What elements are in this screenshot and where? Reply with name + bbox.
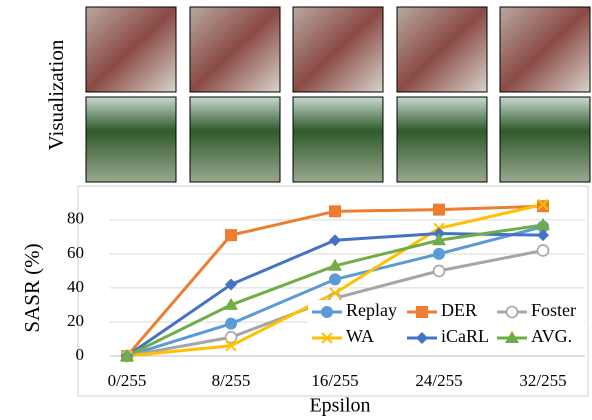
- image: [86, 7, 176, 92]
- side-label: Visualization: [44, 39, 68, 150]
- y-tick-label: 60: [67, 243, 84, 262]
- x-tick-label: 24/255: [415, 371, 462, 390]
- marker: [416, 306, 428, 318]
- marker: [537, 229, 549, 241]
- y-tick-label: 0: [76, 345, 85, 364]
- marker: [225, 229, 237, 241]
- image: [397, 7, 487, 92]
- x-axis-label: Epsilon: [309, 395, 370, 417]
- legend-label: DER: [441, 300, 477, 320]
- x-tick-label: 8/255: [212, 371, 251, 390]
- marker: [225, 318, 237, 330]
- marker: [329, 205, 341, 217]
- marker: [433, 204, 445, 216]
- image: [293, 97, 383, 182]
- x-tick-label: 0/255: [108, 371, 147, 390]
- marker: [537, 200, 549, 212]
- legend-label: WA: [346, 326, 374, 346]
- legend-label: Foster: [531, 300, 576, 320]
- y-tick-label: 80: [67, 209, 84, 228]
- figure: Visualization SASR (%) Epsilon 0 20 40 60 80…: [0, 0, 592, 420]
- y-tick-label: 40: [67, 277, 84, 296]
- legend-label: AVG.: [531, 326, 572, 346]
- legend-label: Replay: [346, 300, 397, 320]
- y-axis-label: SASR (%): [20, 243, 44, 332]
- visualization-grid: [86, 7, 590, 182]
- plot: 0 20 40 60 80 0/255 8/255 16/255 24/255 32/255 Rep…: [67, 200, 585, 390]
- image: [293, 7, 383, 92]
- image: [500, 97, 590, 182]
- image: [500, 7, 590, 92]
- image: [190, 97, 280, 182]
- marker: [538, 245, 549, 256]
- marker: [329, 273, 341, 285]
- legend: Replay DER Foster WA iCaRL AVG.: [308, 300, 584, 352]
- page: {"chart_data": {"type": "line", "side_la…: [0, 0, 592, 420]
- marker: [321, 306, 333, 318]
- marker: [329, 234, 341, 246]
- image: [397, 97, 487, 182]
- marker: [507, 307, 518, 318]
- marker: [434, 265, 445, 276]
- x-tick-label: 16/255: [311, 371, 358, 390]
- x-tick-label: 32/255: [519, 371, 566, 390]
- image: [86, 97, 176, 182]
- marker: [433, 248, 445, 260]
- legend-label: iCaRL: [441, 326, 489, 346]
- y-tick-label: 20: [67, 311, 84, 330]
- image: [190, 7, 280, 92]
